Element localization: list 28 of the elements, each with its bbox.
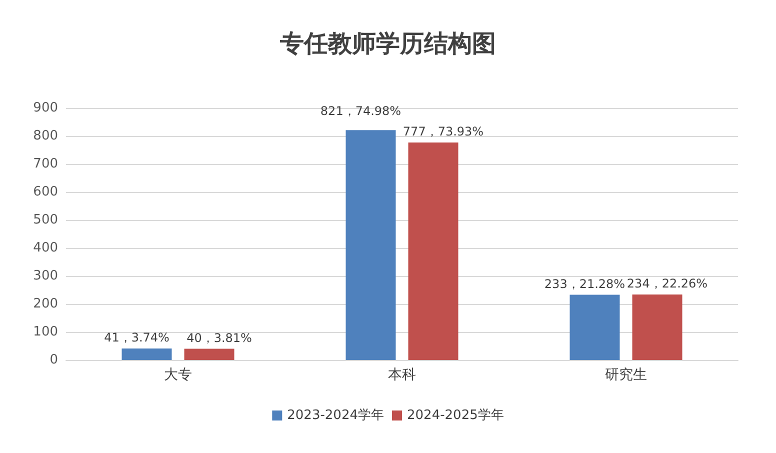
y-tick-label: 400 xyxy=(33,240,58,256)
x-tick-label: 研究生 xyxy=(605,367,647,383)
legend-label: 2023-2024学年 xyxy=(287,408,384,423)
x-tick-label: 本科 xyxy=(388,367,416,383)
y-tick-label: 100 xyxy=(33,324,58,340)
data-label: 821，74.98% xyxy=(320,104,402,118)
bar xyxy=(408,142,458,360)
bar xyxy=(570,294,620,360)
data-label: 777，73.93% xyxy=(402,124,484,138)
bar xyxy=(184,348,234,360)
y-tick-label: 0 xyxy=(50,352,58,368)
data-label: 234，22.26% xyxy=(626,276,708,290)
y-tick-label: 600 xyxy=(33,184,58,200)
y-tick-label: 800 xyxy=(33,128,58,144)
x-tick-label: 大专 xyxy=(164,367,192,383)
y-tick-label: 900 xyxy=(33,100,58,116)
y-tick-label: 700 xyxy=(33,156,58,172)
y-tick-label: 300 xyxy=(33,268,58,284)
legend-label: 2024-2025学年 xyxy=(407,408,504,423)
data-label: 41，3.74% xyxy=(104,330,170,345)
y-tick-label: 500 xyxy=(33,212,58,228)
bar xyxy=(346,130,396,360)
chart-title: 专任教师学历结构图 xyxy=(279,28,496,58)
bar xyxy=(632,294,682,360)
bar xyxy=(122,348,172,360)
y-tick-label: 200 xyxy=(33,296,58,312)
data-label: 233，21.28% xyxy=(544,276,626,291)
data-label: 40，3.81% xyxy=(186,330,252,345)
